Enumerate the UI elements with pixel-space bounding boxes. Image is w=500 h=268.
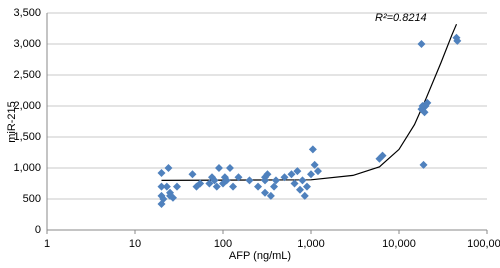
point bbox=[214, 164, 223, 172]
point bbox=[280, 173, 289, 182]
point bbox=[260, 176, 269, 185]
point bbox=[308, 145, 317, 154]
x-axis-label: AFP (ng/mL) bbox=[229, 250, 291, 262]
point bbox=[300, 191, 309, 200]
point bbox=[290, 179, 299, 188]
point bbox=[164, 164, 173, 172]
x-tick-label: 100 bbox=[214, 238, 232, 250]
point bbox=[302, 182, 311, 191]
point bbox=[293, 167, 302, 176]
y-tick-label: 3,500 bbox=[13, 7, 41, 19]
point bbox=[419, 160, 428, 169]
x-tick-label: 10 bbox=[129, 238, 141, 250]
point bbox=[157, 182, 166, 191]
point bbox=[159, 195, 168, 203]
point bbox=[157, 168, 166, 177]
point bbox=[271, 176, 280, 185]
point bbox=[254, 182, 263, 191]
point bbox=[417, 40, 426, 48]
point bbox=[263, 170, 272, 179]
point bbox=[453, 36, 462, 45]
point bbox=[310, 160, 319, 169]
point bbox=[205, 179, 214, 188]
point bbox=[225, 164, 234, 172]
point bbox=[296, 185, 305, 194]
x-tick-label: 100,000 bbox=[467, 238, 500, 250]
point bbox=[266, 191, 275, 200]
point bbox=[210, 176, 219, 185]
point bbox=[260, 188, 269, 197]
y-tick-label: 0 bbox=[35, 224, 41, 236]
x-tick-label: 10,000 bbox=[382, 238, 416, 250]
y-axis-label: miR-215 bbox=[6, 101, 18, 143]
x-tick-label: 1,000 bbox=[297, 238, 325, 250]
trendline bbox=[161, 23, 458, 181]
point bbox=[229, 182, 238, 191]
y-tick-label: 1,000 bbox=[13, 162, 41, 174]
point bbox=[420, 108, 429, 117]
point bbox=[172, 182, 181, 191]
point bbox=[270, 182, 279, 191]
point bbox=[188, 170, 197, 179]
point bbox=[234, 173, 243, 182]
point bbox=[313, 167, 322, 176]
point bbox=[245, 176, 254, 185]
point bbox=[423, 98, 432, 107]
y-tick-label: 3,000 bbox=[13, 38, 41, 50]
y-tick-label: 2,500 bbox=[13, 69, 41, 81]
point bbox=[168, 193, 177, 202]
point bbox=[287, 170, 296, 179]
point bbox=[196, 179, 205, 188]
point bbox=[378, 151, 387, 160]
point bbox=[307, 170, 315, 179]
y-tick-label: 500 bbox=[23, 193, 41, 205]
y-tick-label: 2,000 bbox=[13, 100, 41, 112]
annotation: R²=0.8214 bbox=[375, 12, 427, 24]
y-tick-label: 1,500 bbox=[13, 131, 41, 143]
point bbox=[298, 176, 307, 185]
point bbox=[212, 182, 221, 191]
x-tick-label: 1 bbox=[44, 238, 50, 250]
point bbox=[162, 182, 171, 191]
point bbox=[222, 176, 231, 185]
